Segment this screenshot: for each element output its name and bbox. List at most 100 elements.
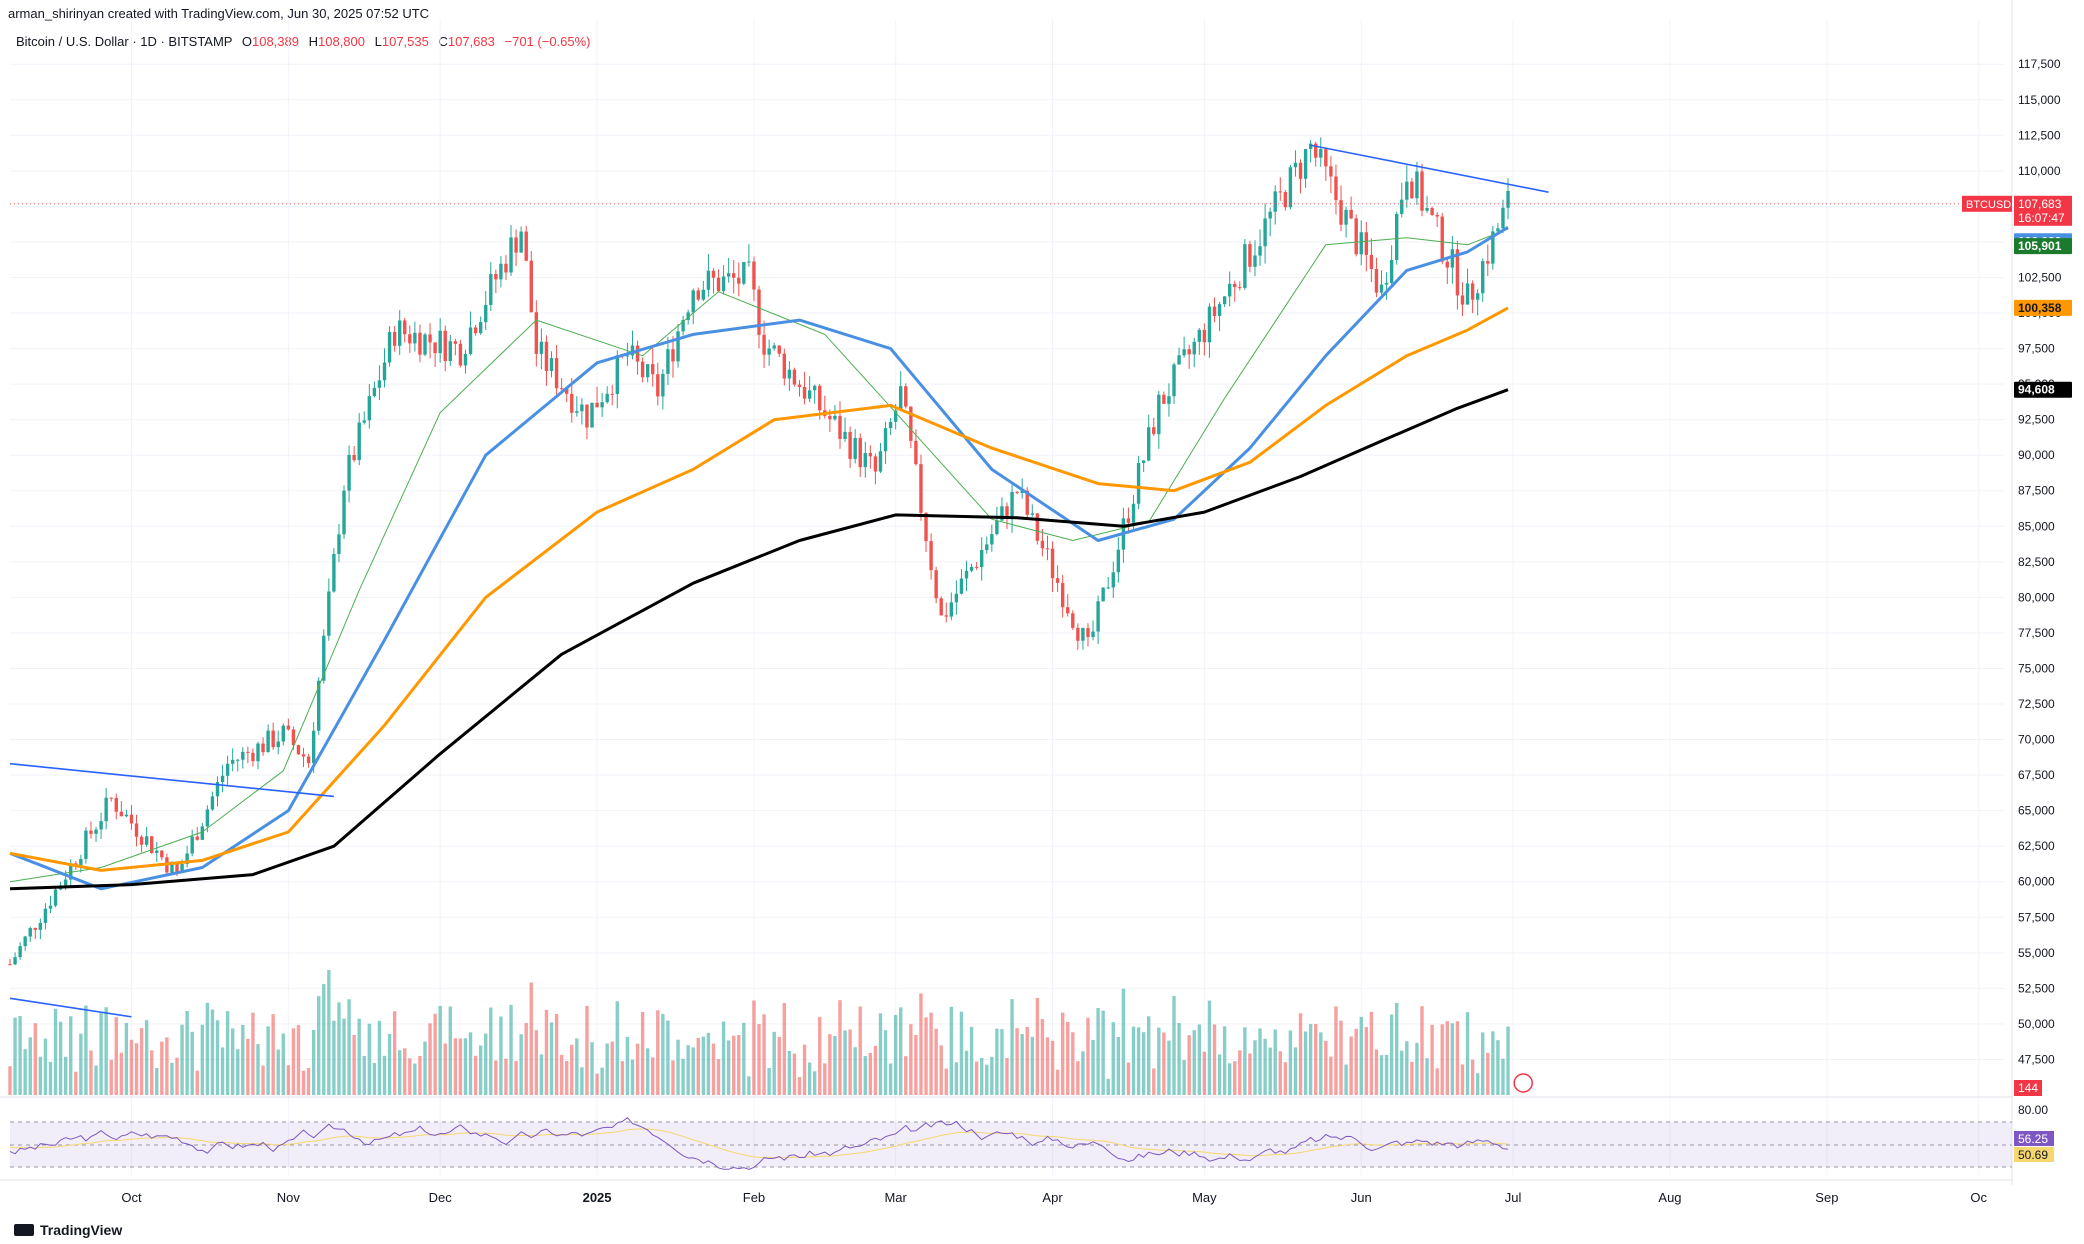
- volume-bar: [327, 969, 331, 1095]
- volume-bar: [1501, 1058, 1505, 1095]
- candle-body: [1162, 394, 1166, 404]
- candle-body: [266, 730, 270, 753]
- candle-body: [893, 410, 898, 422]
- time-tick-label: Sep: [1815, 1190, 1838, 1205]
- volume-bar: [1496, 1040, 1500, 1095]
- candle-body: [1349, 209, 1353, 219]
- candle-body: [311, 730, 316, 764]
- volume-bar: [580, 1067, 584, 1095]
- candle-body: [742, 261, 746, 284]
- volume-bar: [13, 1017, 17, 1095]
- candle-body: [1217, 304, 1222, 317]
- candle-body: [1096, 601, 1100, 632]
- trendline: [9, 997, 132, 1018]
- volume-bar: [129, 1039, 134, 1095]
- candle-body: [828, 415, 832, 420]
- volume-bar: [438, 1005, 442, 1095]
- candle-body: [1308, 143, 1313, 149]
- volume-bar: [949, 1006, 954, 1095]
- candle-body: [1222, 296, 1227, 305]
- volume-bar: [271, 1014, 275, 1095]
- volume-bar: [1278, 1051, 1282, 1095]
- volume-bar: [539, 1054, 544, 1095]
- candle-body: [1415, 171, 1419, 199]
- volume-bar: [1359, 1016, 1363, 1095]
- candle-body: [1283, 192, 1288, 208]
- volume-bar: [686, 1045, 690, 1095]
- candle-body: [438, 330, 442, 354]
- candle-body: [590, 402, 594, 428]
- candle-body: [322, 635, 326, 681]
- series-line-ema-200: [9, 388, 1509, 891]
- volume-bar: [1339, 1020, 1343, 1095]
- candle-body: [726, 273, 731, 277]
- candle-body: [1202, 329, 1207, 343]
- candle-body: [397, 320, 402, 346]
- volume-bar: [104, 1007, 108, 1095]
- candle-body: [949, 602, 954, 617]
- candle-body: [1106, 587, 1110, 589]
- volume-bar: [1470, 1059, 1475, 1095]
- volume-bar: [1222, 1026, 1227, 1095]
- high-value: 108,800: [318, 34, 365, 49]
- volume-bar: [772, 1031, 776, 1095]
- candle-body: [1015, 491, 1019, 493]
- volume-bar: [53, 1008, 58, 1095]
- candle-body: [63, 879, 68, 886]
- open-label: O: [241, 34, 252, 49]
- volume-bar: [904, 1056, 908, 1095]
- candle-body: [332, 553, 336, 592]
- volume-bar: [1349, 1036, 1353, 1095]
- candle-body: [1055, 578, 1060, 583]
- price-tick-label: 90,000: [2018, 448, 2055, 462]
- volume-bar: [924, 1017, 928, 1095]
- candle-body: [1192, 341, 1196, 355]
- candle-body: [251, 752, 255, 762]
- volume-bar: [843, 1030, 847, 1095]
- price-tick-label: 80,000: [2018, 590, 2055, 604]
- candle-body: [1035, 513, 1040, 541]
- candle-body: [524, 231, 528, 261]
- candle-body: [230, 759, 235, 764]
- candle-body: [271, 730, 275, 748]
- candle-body: [605, 393, 609, 403]
- volume-bar: [367, 1023, 372, 1095]
- volume-bar: [403, 1048, 407, 1095]
- volume-bar: [1465, 1012, 1470, 1095]
- volume-bar: [691, 1047, 695, 1095]
- candle-body: [883, 428, 888, 452]
- volume-bar: [185, 1010, 189, 1095]
- rsi-ma-tag: 50.69: [2018, 1148, 2048, 1162]
- candle-body: [94, 829, 98, 834]
- candle-body: [1445, 261, 1449, 268]
- candle-body: [337, 534, 341, 554]
- price-tick-label: 65,000: [2018, 804, 2055, 818]
- volume-bar: [726, 1040, 731, 1095]
- volume-bar: [899, 1007, 903, 1095]
- candle-body: [1379, 284, 1384, 293]
- tradingview-logo-icon: [14, 1224, 34, 1236]
- volume-bar: [1162, 1032, 1166, 1095]
- trendline: [1310, 144, 1549, 193]
- candle-body: [423, 334, 427, 355]
- price-tick-label: 60,000: [2018, 875, 2055, 889]
- candle-body: [843, 431, 847, 439]
- volume-bar: [544, 1009, 549, 1095]
- volume-bar: [575, 1038, 579, 1095]
- volume-bar: [1303, 1031, 1308, 1095]
- volume-bar: [150, 1050, 154, 1095]
- volume-bar: [377, 1020, 382, 1095]
- volume-bar: [463, 1038, 468, 1095]
- volume-bar: [671, 1060, 675, 1095]
- candle-body: [514, 237, 518, 253]
- candle-body: [954, 593, 959, 603]
- candle-body: [772, 345, 776, 349]
- volume-bar: [514, 1060, 518, 1095]
- candle-body: [559, 388, 564, 390]
- candle-body: [478, 322, 483, 334]
- candle-body: [554, 358, 559, 389]
- volume-bar: [220, 1047, 225, 1095]
- candle-body: [387, 331, 392, 363]
- candle-body: [139, 836, 144, 845]
